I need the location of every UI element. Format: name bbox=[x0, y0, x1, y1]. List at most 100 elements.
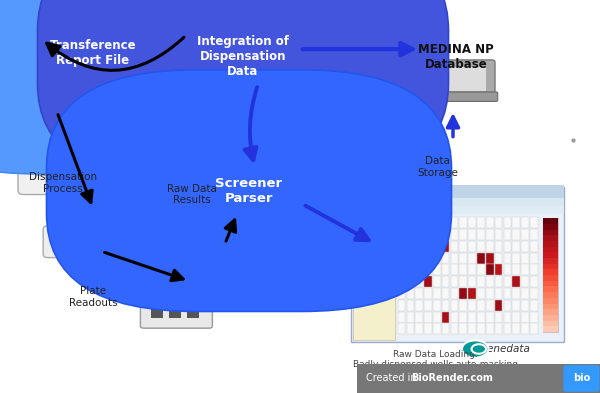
Bar bbox=[442, 253, 449, 264]
Bar bbox=[503, 276, 511, 287]
Bar bbox=[530, 241, 538, 252]
Bar bbox=[29, 128, 79, 131]
Bar bbox=[29, 136, 79, 140]
Bar bbox=[495, 253, 502, 264]
Bar bbox=[442, 323, 449, 334]
Bar bbox=[486, 300, 494, 311]
Bar bbox=[543, 292, 558, 298]
Bar bbox=[415, 229, 423, 240]
Bar bbox=[151, 264, 163, 318]
Bar bbox=[543, 230, 558, 235]
Bar bbox=[503, 312, 511, 323]
Bar bbox=[495, 264, 502, 275]
Bar bbox=[503, 217, 511, 228]
FancyBboxPatch shape bbox=[409, 92, 498, 101]
Bar bbox=[543, 298, 558, 303]
Text: Screener: Screener bbox=[360, 186, 391, 193]
Bar bbox=[433, 241, 440, 252]
Bar bbox=[495, 241, 502, 252]
Bar bbox=[424, 276, 432, 287]
Bar bbox=[415, 323, 423, 334]
Bar bbox=[442, 276, 449, 287]
Bar bbox=[29, 119, 79, 123]
Bar bbox=[543, 321, 558, 326]
Bar bbox=[469, 264, 476, 275]
Bar bbox=[495, 312, 502, 323]
Bar bbox=[543, 264, 558, 270]
Bar bbox=[486, 323, 494, 334]
Bar bbox=[543, 218, 558, 332]
Circle shape bbox=[65, 112, 73, 117]
Bar bbox=[543, 252, 558, 258]
Bar bbox=[530, 264, 538, 275]
Bar bbox=[442, 264, 449, 275]
Text: Raw Data Loading:
Badly dispensed wells auto-masking: Raw Data Loading: Badly dispensed wells … bbox=[353, 350, 518, 369]
Bar bbox=[424, 229, 432, 240]
Text: Dispensation
Process: Dispensation Process bbox=[29, 172, 97, 193]
Bar bbox=[442, 217, 449, 228]
Bar bbox=[477, 300, 485, 311]
Bar bbox=[66, 238, 77, 244]
Bar bbox=[543, 235, 558, 241]
Bar bbox=[495, 276, 502, 287]
Bar bbox=[469, 276, 476, 287]
Bar bbox=[460, 288, 467, 299]
Bar bbox=[512, 276, 520, 287]
Text: Raw Data
Results: Raw Data Results bbox=[167, 184, 217, 205]
Bar bbox=[460, 253, 467, 264]
Bar bbox=[512, 264, 520, 275]
Bar bbox=[398, 241, 406, 252]
Bar bbox=[495, 300, 502, 311]
Bar bbox=[530, 312, 538, 323]
Text: Data
Storage: Data Storage bbox=[417, 156, 458, 178]
Bar bbox=[407, 217, 414, 228]
Bar bbox=[407, 300, 414, 311]
Bar bbox=[460, 241, 467, 252]
Bar bbox=[512, 253, 520, 264]
Bar bbox=[433, 300, 440, 311]
Bar bbox=[543, 241, 558, 247]
Bar bbox=[407, 253, 414, 264]
Bar bbox=[433, 253, 440, 264]
Bar bbox=[442, 300, 449, 311]
Bar bbox=[530, 323, 538, 334]
Bar bbox=[530, 276, 538, 287]
FancyBboxPatch shape bbox=[357, 364, 600, 393]
Bar bbox=[451, 312, 458, 323]
Bar bbox=[424, 300, 432, 311]
Text: File  View  Results  Window  Help: File View Results Window Help bbox=[357, 199, 447, 204]
Bar bbox=[106, 238, 116, 244]
Bar bbox=[442, 312, 449, 323]
Bar bbox=[486, 229, 494, 240]
Bar bbox=[543, 303, 558, 309]
Bar bbox=[433, 229, 440, 240]
Bar bbox=[543, 281, 558, 286]
Bar bbox=[398, 276, 406, 287]
Bar bbox=[451, 217, 458, 228]
Bar bbox=[486, 241, 494, 252]
Bar bbox=[477, 288, 485, 299]
Text: Genedata: Genedata bbox=[480, 344, 531, 354]
Bar bbox=[469, 288, 476, 299]
Bar bbox=[351, 198, 564, 206]
Bar bbox=[521, 312, 529, 323]
Bar bbox=[521, 276, 529, 287]
Bar bbox=[353, 214, 395, 340]
Bar bbox=[543, 258, 558, 264]
Bar bbox=[512, 217, 520, 228]
FancyBboxPatch shape bbox=[140, 242, 212, 328]
Text: MEDINA NP
Database: MEDINA NP Database bbox=[418, 43, 494, 71]
Bar bbox=[469, 312, 476, 323]
Bar bbox=[543, 286, 558, 292]
Bar bbox=[477, 323, 485, 334]
Bar bbox=[415, 288, 423, 299]
Bar bbox=[469, 253, 476, 264]
Text: Plate
Readouts: Plate Readouts bbox=[68, 286, 118, 307]
Bar bbox=[451, 264, 458, 275]
Bar bbox=[407, 264, 414, 275]
Bar bbox=[495, 323, 502, 334]
Bar bbox=[398, 217, 406, 228]
Bar bbox=[442, 288, 449, 299]
Bar bbox=[424, 312, 432, 323]
Bar bbox=[495, 217, 502, 228]
